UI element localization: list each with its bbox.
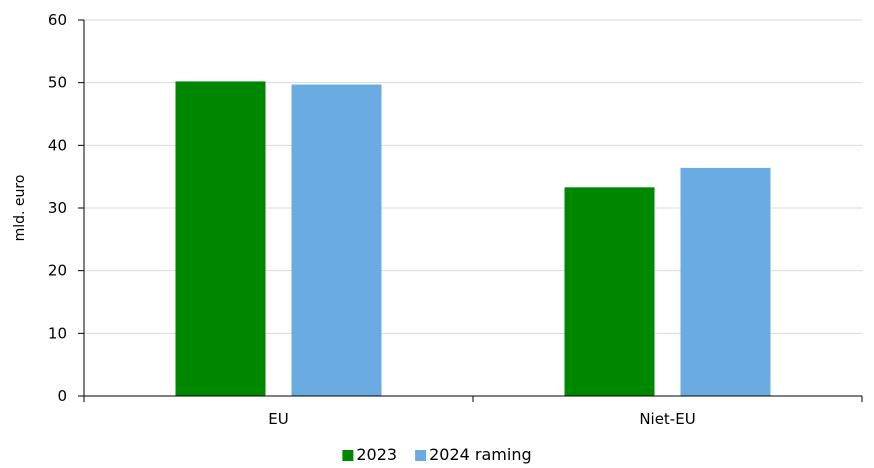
bar-niet-eu-2024-raming [680, 167, 771, 396]
legend-item-2023: 2023 [342, 445, 397, 464]
y-tick-label: 20 [48, 262, 67, 280]
y-tick-label: 30 [48, 199, 67, 217]
x-tick-label: EU [268, 410, 288, 428]
y-axis-title: mld. euro [12, 175, 28, 242]
y-tick-label: 50 [48, 74, 67, 92]
bars [175, 81, 771, 397]
x-axis-ticks: EU Niet-EU [83, 396, 863, 428]
bar-eu-2024-raming [291, 84, 382, 397]
y-tick-label: 60 [48, 11, 67, 29]
y-tick-label: 10 [48, 324, 67, 342]
legend-label: 2024 raming [429, 445, 532, 464]
y-tick-label: 40 [48, 136, 67, 154]
legend-item-2024-raming: 2024 raming [415, 445, 532, 464]
legend-label: 2023 [356, 445, 397, 464]
bar-niet-eu-2023 [564, 187, 655, 396]
y-tick-label: 0 [57, 387, 67, 405]
y-axis-ticks: 0 10 20 30 40 50 60 [48, 11, 84, 405]
bar-eu-2023 [175, 81, 266, 396]
legend-swatch [342, 450, 354, 461]
legend: 2023 2024 raming [342, 445, 532, 464]
legend-swatch [415, 450, 427, 461]
x-tick-label: Niet-EU [639, 410, 695, 428]
